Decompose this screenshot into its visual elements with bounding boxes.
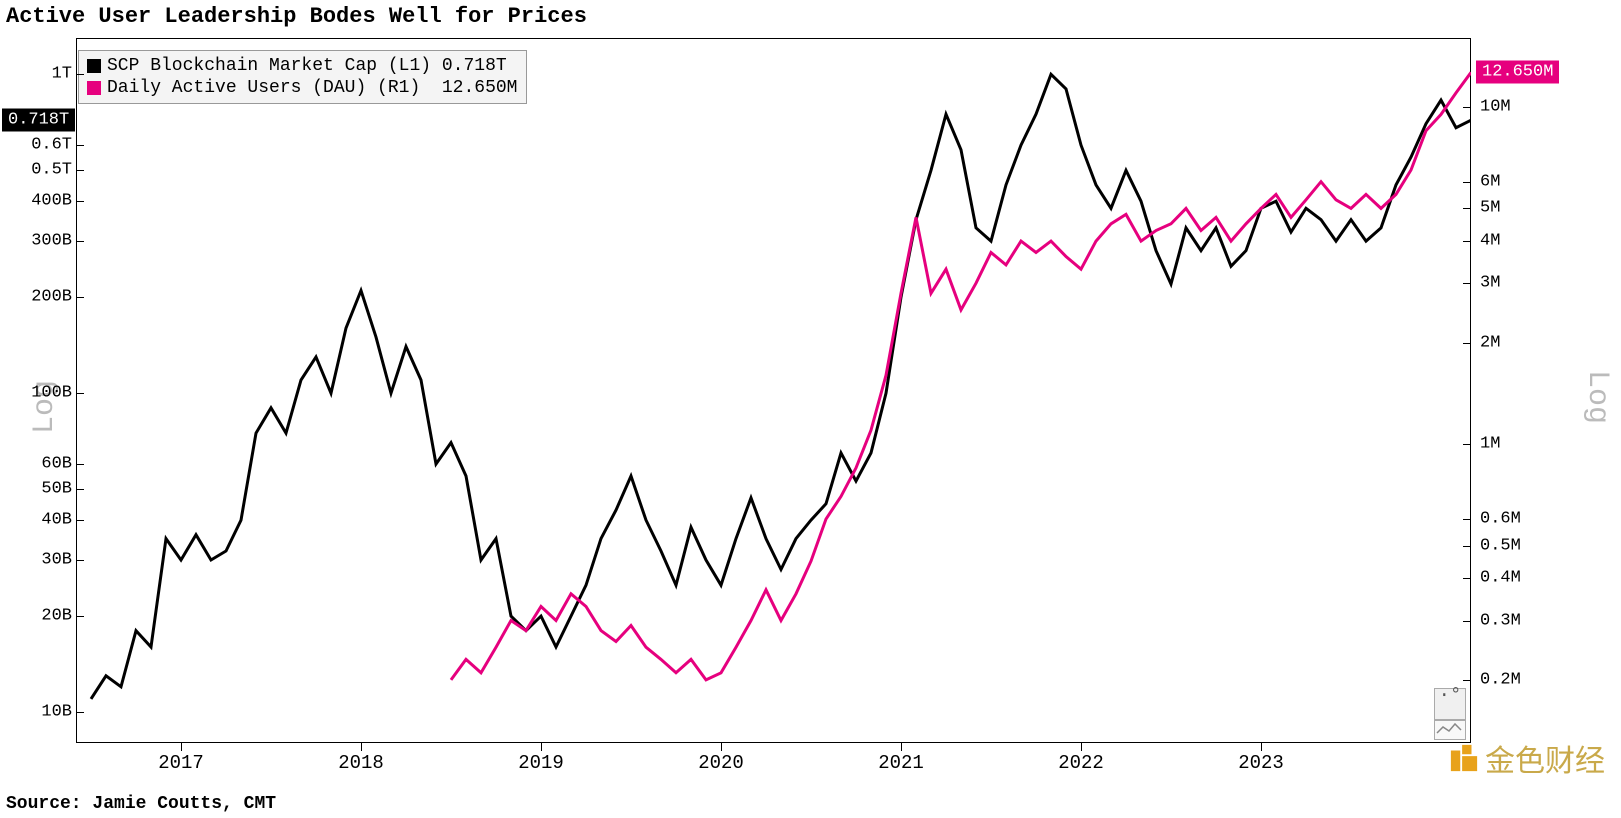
chart-lines — [76, 38, 1471, 743]
x-tick-label: 2022 — [1058, 752, 1104, 774]
y-left-tick-mark — [76, 393, 84, 394]
x-tick-mark — [541, 743, 542, 751]
x-tick-mark — [361, 743, 362, 751]
y-right-tick-mark — [1463, 208, 1471, 209]
y-right-tick-mark — [1463, 680, 1471, 681]
legend-label-0: SCP Blockchain Market Cap (L1) — [107, 55, 431, 77]
x-tick-label: 2023 — [1238, 752, 1284, 774]
y-left-tick-mark — [76, 74, 84, 75]
legend-label-1: Daily Active Users (DAU) (R1) — [107, 77, 431, 99]
y-right-tick-mark — [1463, 578, 1471, 579]
series-dau — [451, 72, 1471, 680]
y-right-tick-mark — [1463, 621, 1471, 622]
chart-legend: SCP Blockchain Market Cap (L1) 0.718T Da… — [78, 50, 527, 104]
y-left-tick-mark — [76, 297, 84, 298]
y-left-tick-mark — [76, 560, 84, 561]
y-right-tick-label: 3M — [1480, 274, 1500, 293]
watermark-icon — [1449, 743, 1479, 773]
legend-spacer-1 — [431, 77, 442, 99]
y-left-tick-label: 30B — [41, 550, 72, 569]
y-left-tick-mark — [76, 201, 84, 202]
y-left-tick-mark — [76, 241, 84, 242]
y-right-tick-label: 2M — [1480, 333, 1500, 352]
y-right-tick-label: 5M — [1480, 199, 1500, 218]
legend-item-0: SCP Blockchain Market Cap (L1) 0.718T — [87, 55, 518, 77]
x-tick-label: 2021 — [878, 752, 924, 774]
y-left-tick-label: 0.6T — [31, 136, 72, 155]
y-left-tick-label: 300B — [31, 232, 72, 251]
y-right-tick-label: 4M — [1480, 232, 1500, 251]
y-right-tick-mark — [1463, 241, 1471, 242]
x-tick-label: 2020 — [698, 752, 744, 774]
x-tick-mark — [1081, 743, 1082, 751]
y-left-tick-label: 60B — [41, 454, 72, 473]
y-right-tick-mark — [1463, 182, 1471, 183]
y-right-tick-label: 0.5M — [1480, 536, 1521, 555]
y-left-tick-label: 200B — [31, 288, 72, 307]
y-right-tick-label: 0.3M — [1480, 611, 1521, 630]
y-left-tick-label: 50B — [41, 480, 72, 499]
chart-title: Active User Leadership Bodes Well for Pr… — [6, 4, 587, 29]
y-right-tick-label: 0.4M — [1480, 569, 1521, 588]
y-right-tick-mark — [1463, 343, 1471, 344]
y-right-tick-label: 0.2M — [1480, 670, 1521, 689]
y-left-tick-mark — [76, 616, 84, 617]
y-right-tick-mark — [1463, 546, 1471, 547]
y-left-tick-mark — [76, 489, 84, 490]
chart-indicator-icon[interactable]: ∙° — [1434, 688, 1466, 720]
y-right-tick-label: 1M — [1480, 435, 1500, 454]
price-flag-right: 12.650M — [1476, 61, 1559, 84]
y-right-tick-mark — [1463, 283, 1471, 284]
watermark-text: 金色财经 — [1485, 736, 1605, 780]
y-left-tick-label: 100B — [31, 384, 72, 403]
y-right-tick-label: 0.6M — [1480, 509, 1521, 528]
chart-source: Source: Jamie Coutts, CMT — [6, 794, 276, 814]
y-left-tick-mark — [76, 145, 84, 146]
y-right-tick-label: 6M — [1480, 172, 1500, 191]
y-left-tick-label: 40B — [41, 511, 72, 530]
legend-item-1: Daily Active Users (DAU) (R1) 12.650M — [87, 77, 518, 99]
y-left-tick-label: 20B — [41, 607, 72, 626]
y-right-tick-mark — [1463, 519, 1471, 520]
y-left-tick-label: 400B — [31, 192, 72, 211]
y-right-tick-label: 10M — [1480, 97, 1511, 116]
legend-swatch-0 — [87, 59, 101, 73]
y-left-tick-mark — [76, 464, 84, 465]
y-left-tick-label: 1T — [52, 65, 72, 84]
legend-value-1: 12.650M — [442, 77, 518, 99]
y-left-tick-mark — [76, 170, 84, 171]
y-right-tick-mark — [1463, 107, 1471, 108]
price-flag-left: 0.718T — [2, 109, 75, 132]
right-axis-log-label: Log — [1580, 370, 1614, 424]
x-tick-mark — [1261, 743, 1262, 751]
x-tick-mark — [901, 743, 902, 751]
legend-swatch-1 — [87, 81, 101, 95]
x-tick-mark — [181, 743, 182, 751]
x-tick-mark — [721, 743, 722, 751]
y-left-tick-mark — [76, 712, 84, 713]
x-tick-label: 2019 — [518, 752, 564, 774]
legend-spacer-0 — [431, 55, 442, 77]
series-market-cap — [91, 74, 1471, 699]
x-tick-label: 2018 — [338, 752, 384, 774]
x-tick-label: 2017 — [158, 752, 204, 774]
y-left-tick-mark — [76, 520, 84, 521]
y-right-tick-mark — [1463, 444, 1471, 445]
watermark: 金色财经 — [1449, 736, 1605, 780]
y-left-tick-label: 10B — [41, 703, 72, 722]
y-left-tick-label: 0.5T — [31, 161, 72, 180]
legend-value-0: 0.718T — [442, 55, 507, 77]
